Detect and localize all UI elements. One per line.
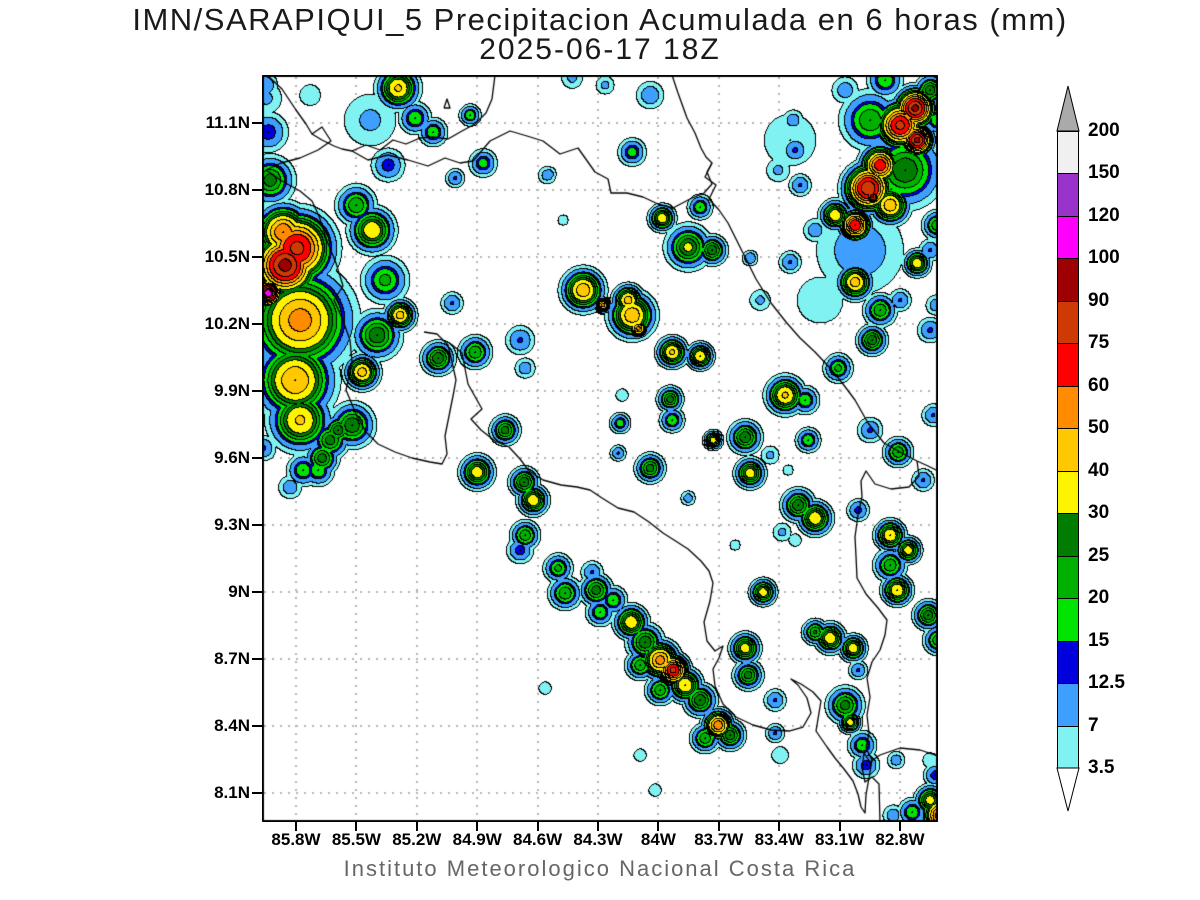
colorbar-value-label: 20 (1088, 587, 1110, 608)
colorbar-value-label: 25 (1088, 545, 1110, 566)
lat-tick-label: 8.1N (214, 783, 250, 802)
lat-tick-label: 10.2N (204, 314, 250, 333)
colorbar-arrows (1056, 85, 1080, 812)
colorbar-value-label: 7 (1088, 715, 1099, 736)
colorbar-value-label: 90 (1088, 290, 1110, 311)
footer-attribution: Instituto Meteorologico Nacional Costa R… (343, 856, 857, 881)
lon-tick-label: 83.7W (694, 830, 744, 849)
lon-tick-mark (597, 822, 599, 831)
colorbar-value-label: 40 (1088, 460, 1110, 481)
colorbar-under-arrow-icon (1056, 767, 1080, 812)
lat-tick-mark (252, 725, 262, 727)
lat-tick-mark (252, 256, 262, 258)
lon-tick-label: 84W (640, 830, 676, 849)
colorbar-value-label: 50 (1088, 417, 1110, 438)
precipitation-map-canvas (262, 75, 938, 822)
lon-tick-mark (838, 822, 841, 831)
colorbar-value-label: 3.5 (1088, 757, 1115, 778)
lon-tick-mark (536, 822, 539, 831)
lon-tick-label: 85.5W (331, 830, 381, 849)
colorbar-value-label: 75 (1088, 332, 1110, 353)
lat-tick-label: 9.3N (214, 515, 250, 534)
lon-tick-label: 83.4W (754, 830, 804, 849)
lat-tick-mark (252, 390, 262, 392)
lat-tick-label: 11.1N (205, 113, 250, 132)
lat-tick-mark (252, 792, 262, 794)
lat-tick-label: 9.9N (214, 381, 250, 400)
valid-time-subtitle: 2025-06-17 18Z (479, 33, 721, 66)
lon-tick-mark (657, 822, 660, 831)
colorbar-value-label: 100 (1088, 247, 1120, 268)
colorbar-value-label: 120 (1088, 205, 1120, 226)
colorbar-value-label: 200 (1088, 120, 1120, 141)
lat-tick-mark (252, 591, 262, 593)
lat-tick-mark (252, 189, 262, 191)
colorbar-over-arrow-icon (1056, 85, 1080, 132)
colorbar-value-label: 12.5 (1088, 672, 1125, 693)
lon-tick-label: 84.9W (452, 830, 502, 849)
lat-tick-mark (252, 658, 262, 660)
lon-tick-mark (717, 822, 720, 831)
colorbar-value-label: 150 (1088, 162, 1120, 183)
lon-tick-mark (476, 822, 479, 831)
lon-tick-mark (778, 822, 781, 831)
lat-tick-mark (252, 524, 262, 526)
lon-tick-label: 84.6W (513, 830, 563, 849)
lat-tick-label: 10.5N (204, 247, 250, 266)
lon-tick-mark (355, 822, 358, 831)
lat-tick-label: 9N (228, 582, 250, 601)
lat-tick-label: 10.8N (204, 180, 250, 199)
lat-tick-mark (252, 457, 262, 459)
lat-tick-label: 8.4N (214, 716, 250, 735)
lat-tick-label: 8.7N (214, 649, 250, 668)
lon-tick-label: 83.1W (815, 830, 865, 849)
lon-tick-label: 85.8W (271, 830, 321, 849)
page-title: IMN/SARAPIQUI_5 Precipitacion Acumulada … (132, 2, 1068, 37)
lon-tick-label: 84.3W (573, 830, 623, 849)
lon-tick-mark (899, 822, 901, 831)
lon-tick-label: 82.8W (875, 830, 925, 849)
colorbar-value-label: 30 (1088, 502, 1110, 523)
colorbar-value-label: 60 (1088, 375, 1110, 396)
lon-tick-label: 85.2W (392, 830, 442, 849)
lon-tick-mark (415, 822, 418, 831)
lat-tick-label: 9.6N (214, 448, 250, 467)
lon-tick-mark (295, 822, 297, 831)
colorbar-value-label: 15 (1088, 630, 1110, 651)
lat-tick-mark (252, 323, 262, 325)
lat-tick-mark (252, 122, 262, 124)
